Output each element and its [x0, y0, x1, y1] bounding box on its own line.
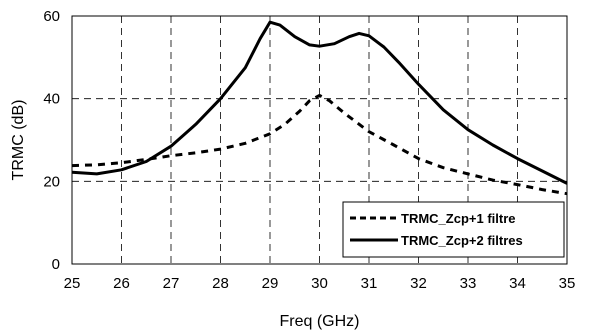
plot-frame — [71, 15, 568, 265]
y-tick-label: 60 — [43, 8, 60, 25]
x-tick-label: 33 — [460, 275, 477, 292]
legend-entry-zcp2: TRMC_Zcp+2 filtres — [401, 233, 523, 248]
series-layer — [71, 20, 568, 196]
x-tick-labels: 25 26 27 28 29 30 31 32 33 34 35 — [64, 275, 576, 292]
x-tick-label: 28 — [212, 275, 229, 292]
legend-entry-zcp1: TRMC_Zcp+1 filtre — [401, 211, 516, 226]
x-tick-label: 25 — [64, 275, 81, 292]
x-tick-label: 32 — [410, 275, 427, 292]
x-tick-label: 30 — [311, 275, 328, 292]
legend: TRMC_Zcp+1 filtre TRMC_Zcp+2 filtres — [342, 201, 565, 258]
y-axis-title: TRMC (dB) — [10, 100, 27, 181]
grid — [72, 16, 567, 264]
legend-box — [342, 201, 565, 258]
x-tick-label: 27 — [163, 275, 180, 292]
y-tick-label: 0 — [52, 256, 60, 273]
y-tick-label: 20 — [43, 173, 60, 190]
series-line-1 — [71, 93, 568, 196]
x-axis-title: Freq (GHz) — [280, 313, 360, 330]
y-tick-label: 40 — [43, 91, 60, 108]
x-tick-label: 35 — [559, 275, 576, 292]
series-line-2 — [71, 20, 568, 185]
x-tick-label: 26 — [113, 275, 130, 292]
x-tick-label: 34 — [509, 275, 526, 292]
x-tick-label: 29 — [262, 275, 279, 292]
y-tick-labels: 0 20 40 60 — [43, 8, 60, 273]
x-tick-label: 31 — [361, 275, 378, 292]
